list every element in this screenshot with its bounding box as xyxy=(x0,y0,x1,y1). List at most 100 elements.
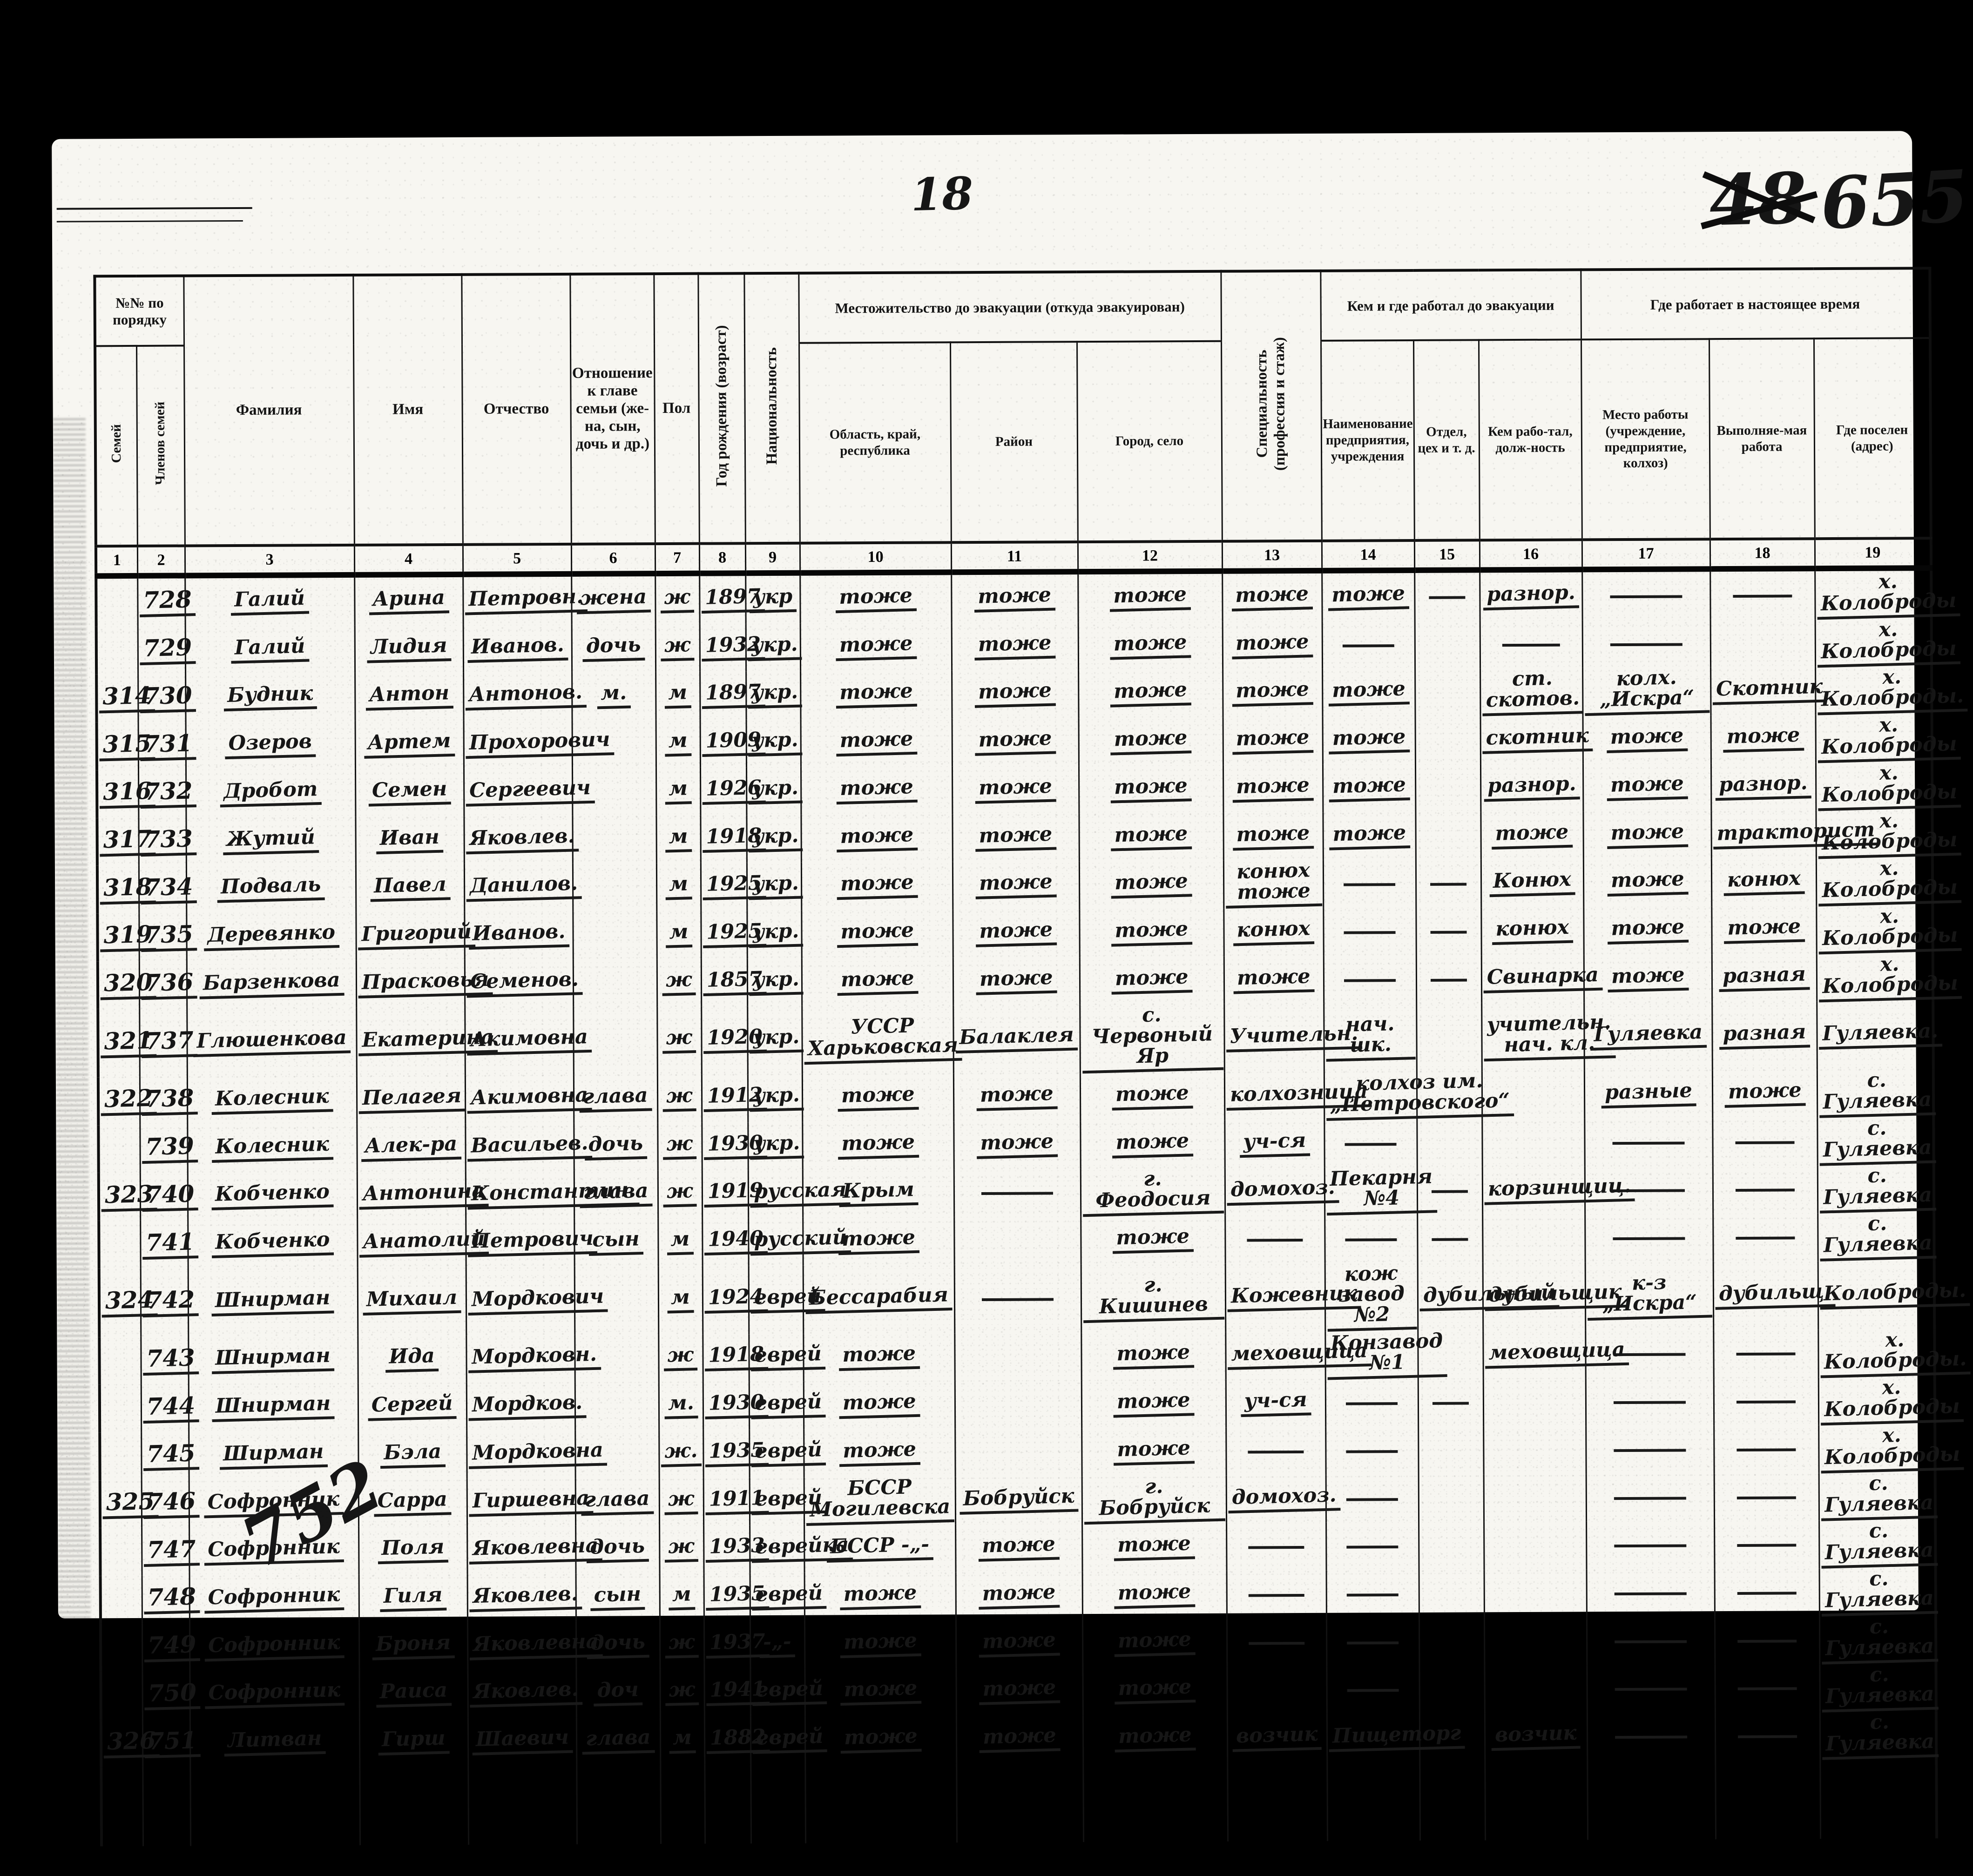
cell-region: тоже xyxy=(804,1620,956,1669)
cell-city: тоже xyxy=(1078,765,1223,814)
cell-settled: х. Колоброды xyxy=(1815,568,1960,620)
handwritten-entry: дочь xyxy=(582,633,645,662)
cell-specialty: возчик xyxy=(1227,1714,1327,1762)
header-relation: Отношение к главе семьи (же-на, сын, доч… xyxy=(570,274,655,544)
cell-sex: м. xyxy=(658,1382,703,1431)
column-number: 16 xyxy=(1479,540,1582,570)
cell-patronymic: Мордковн. xyxy=(466,1335,601,1383)
dash-mark xyxy=(1614,1540,1687,1548)
cell-enterprise: тоже xyxy=(1323,812,1416,861)
handwritten-entry: тоже xyxy=(976,1129,1058,1159)
cell-member_no: 743 xyxy=(141,1336,199,1385)
handwritten-entry: тоже xyxy=(838,1437,920,1467)
handwritten-entry: Гуляевка. xyxy=(1818,1019,1942,1050)
cell-family_no: 326 xyxy=(101,1719,160,1768)
cell-birth_year: 1918 xyxy=(700,815,766,863)
handwritten-entry: тоже xyxy=(1607,963,1689,992)
cell-work_now xyxy=(1714,1472,1819,1521)
column-number: 14 xyxy=(1321,540,1415,571)
cell-sex: м xyxy=(658,1218,703,1266)
cell-position xyxy=(1482,1119,1585,1167)
handwritten-entry: тоже xyxy=(976,1082,1058,1111)
handwritten-entry: Васильев. xyxy=(466,1131,592,1162)
cell-district xyxy=(954,1332,1081,1381)
empty-cell xyxy=(101,1767,143,1847)
cell-position: скотник xyxy=(1480,715,1593,764)
handwritten-entry: тоже xyxy=(1114,1627,1196,1657)
cell-specialty: Кожевник xyxy=(1225,1263,1361,1332)
handwritten-entry: дочь xyxy=(586,1534,649,1564)
cell-nationality: еврей xyxy=(749,1477,826,1525)
cell-name: Бэла xyxy=(358,1431,467,1479)
cell-position: учительн. нач. кл. xyxy=(1481,1002,1615,1072)
cell-district: тоже xyxy=(951,572,1078,623)
cell-birth_year: 1932 xyxy=(699,623,765,672)
cell-enterprise xyxy=(1326,1618,1419,1667)
cell-department xyxy=(1418,1378,1484,1427)
empty-cell xyxy=(1485,1761,1588,1841)
cell-workplace_now xyxy=(1586,1425,1714,1474)
cell-sex: ж xyxy=(655,624,700,672)
cell-enterprise: тоже xyxy=(1322,570,1415,621)
scan-edge-noise xyxy=(53,418,91,1619)
handwritten-entry: с. Гуляевка xyxy=(1821,1710,1939,1760)
cell-city: тоже xyxy=(1081,1332,1226,1381)
handwritten-entry: тоже xyxy=(839,1629,921,1658)
table-row: 319 735 Деревянко Григорий Иванов. м 1925 укр. т… xyxy=(97,904,1962,962)
cell-birth_year: 1930 xyxy=(702,1122,767,1171)
handwritten-entry: ж. xyxy=(660,1439,702,1467)
cell-sex: ж xyxy=(658,1334,703,1383)
cell-city: г. Кишинев xyxy=(1081,1263,1226,1333)
cell-department xyxy=(1414,570,1480,621)
document-sheet: 18 48 655 №№ по порядку xyxy=(52,131,1971,1847)
dash-mark xyxy=(1346,1446,1398,1453)
cell-birth_year: 1933 xyxy=(703,1525,769,1573)
cell-nationality: укр. xyxy=(746,767,803,815)
handwritten-entry: с. Червоный Яр xyxy=(1081,1003,1223,1074)
cell-settled: с. Гуляевка xyxy=(1817,1116,1936,1166)
dash-mark xyxy=(1430,879,1466,886)
handwritten-entry: х. Колоброды xyxy=(1818,952,1962,1002)
handwritten-entry: Данилов. xyxy=(465,872,582,902)
cell-department xyxy=(1416,907,1481,956)
cell-nationality: укр. xyxy=(746,815,803,863)
header-birth-year: Год рождения (возраст) xyxy=(698,273,745,544)
cell-family_no: 314 xyxy=(96,674,155,722)
cell-settled: Колоброды. xyxy=(1818,1261,1970,1329)
handwritten-entry: тоже xyxy=(1111,965,1193,995)
handwritten-entry: ж xyxy=(660,633,695,661)
cell-member_no: 749 xyxy=(142,1623,200,1672)
cell-department xyxy=(1417,1119,1482,1167)
cell-member_no: 741 xyxy=(140,1220,199,1269)
cell-district: тоже xyxy=(952,670,1079,719)
handwritten-entry: х. Колоброды. xyxy=(1819,1328,1971,1378)
cell-specialty: тоже xyxy=(1223,764,1323,813)
cell-birth_year: 1941 xyxy=(704,1668,770,1717)
cell-specialty: домохоз. xyxy=(1226,1475,1340,1524)
dash-mark xyxy=(1615,1684,1687,1691)
cell-surname: Жутий xyxy=(186,817,356,865)
cell-city: тоже xyxy=(1079,861,1224,910)
column-number: 13 xyxy=(1222,540,1322,571)
dash-mark xyxy=(1344,975,1396,982)
cell-work_now xyxy=(1710,619,1816,668)
cell-workplace_now xyxy=(1582,619,1711,668)
cell-name: Алек-ра xyxy=(357,1123,466,1172)
cell-sex: м xyxy=(656,815,701,864)
cell-nationality: укр. xyxy=(747,910,803,958)
handwritten-entry: разнор. xyxy=(1483,772,1581,802)
cell-family_no xyxy=(101,1623,142,1672)
cell-relation xyxy=(572,815,656,864)
cell-workplace_now xyxy=(1587,1664,1715,1713)
handwritten-entry: Галий xyxy=(230,634,310,664)
cell-patronymic: Антонов. xyxy=(463,672,587,721)
cell-sex: м xyxy=(659,1573,704,1621)
handwritten-entry: конюх xyxy=(1491,916,1574,945)
cell-department xyxy=(1415,668,1480,717)
cell-family_no: 323 xyxy=(98,1173,158,1221)
header-family-no-label: Семей xyxy=(108,424,124,464)
cell-name: Броня xyxy=(358,1622,468,1671)
cell-city: тоже xyxy=(1082,1667,1227,1715)
cell-patronymic: Гиршевна xyxy=(466,1478,594,1527)
handwritten-entry: тоже xyxy=(1606,819,1688,849)
